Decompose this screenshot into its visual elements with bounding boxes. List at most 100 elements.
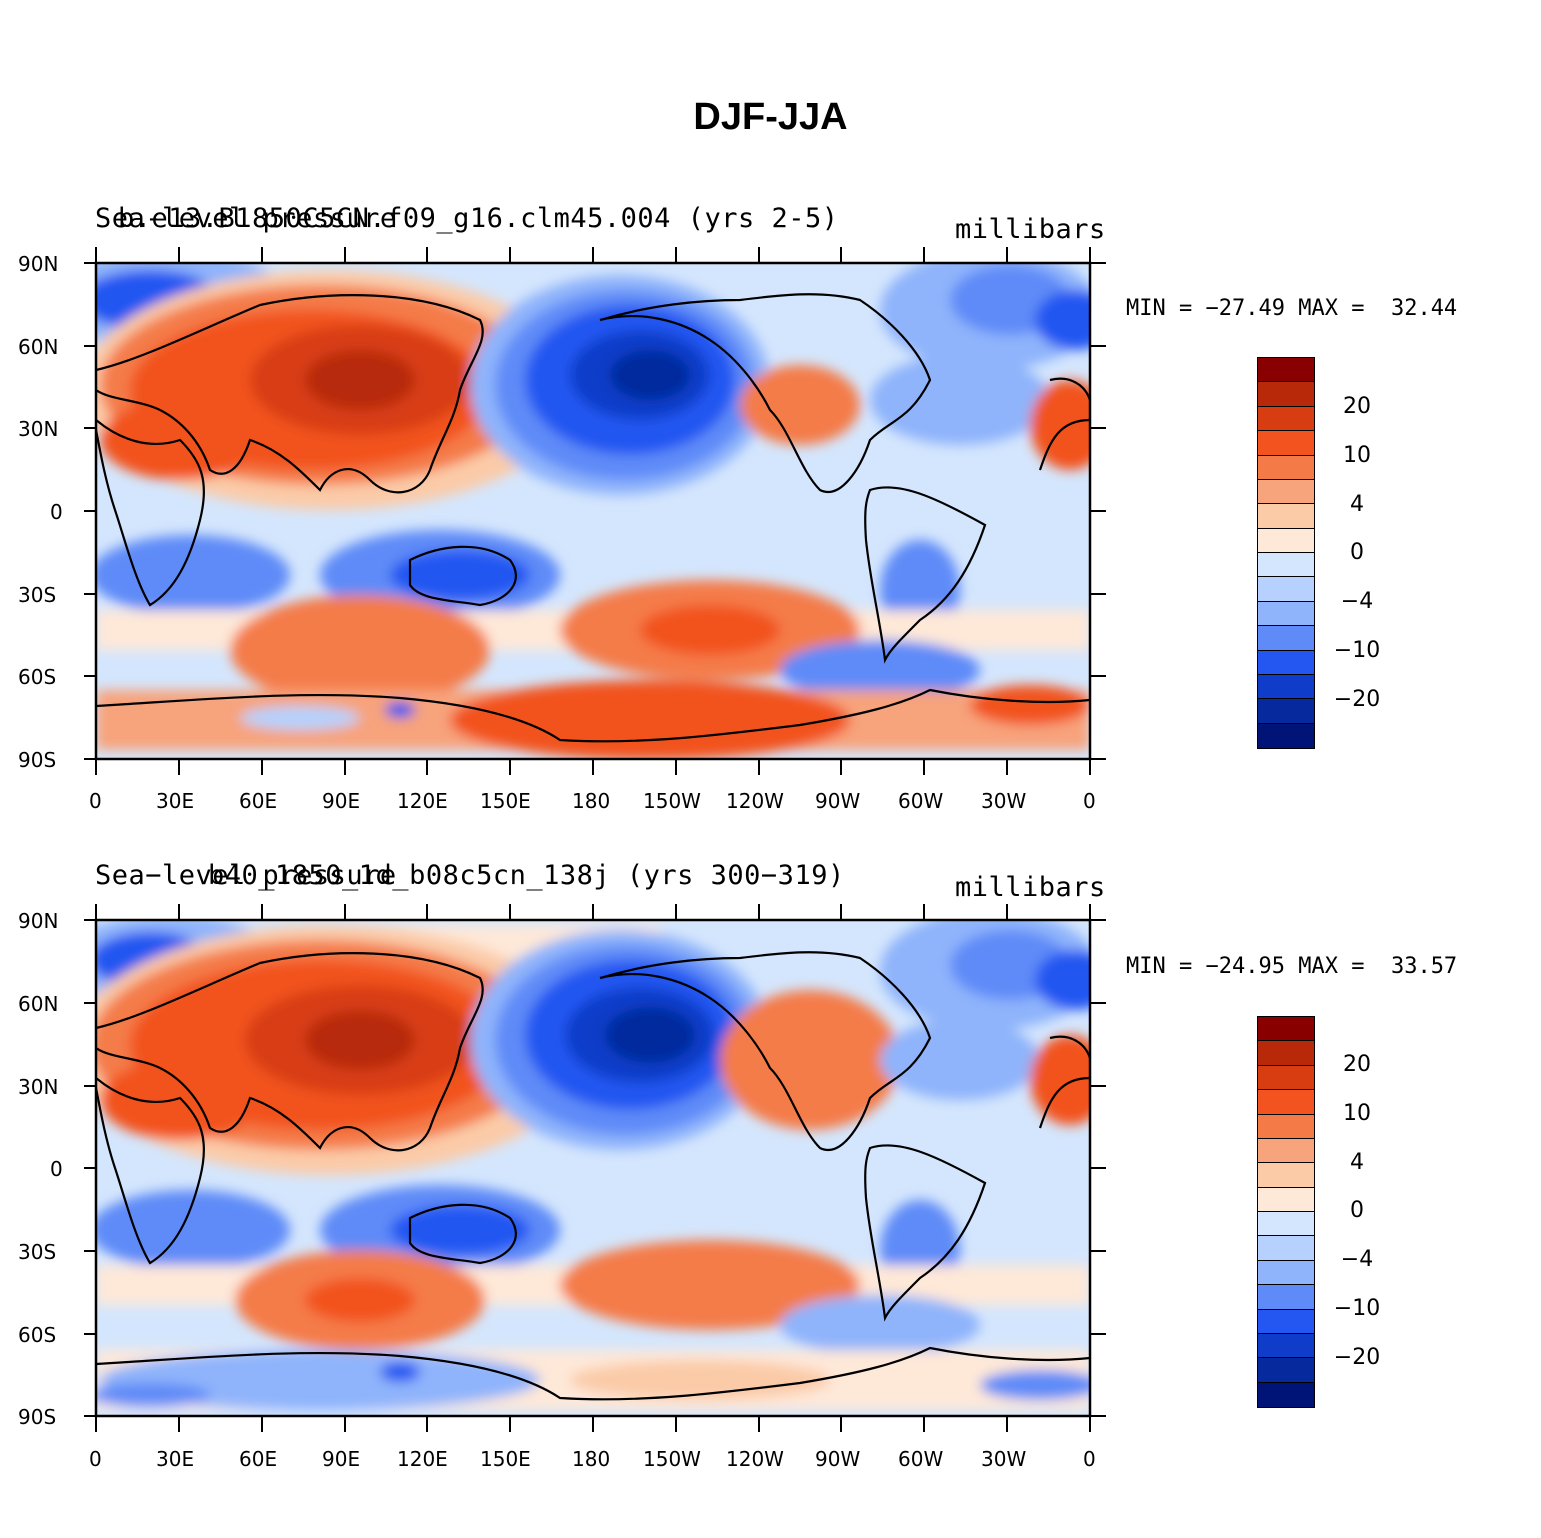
- colorbar-swatch: [1258, 479, 1314, 505]
- colorbar-swatch: [1258, 406, 1314, 432]
- units-label: millibars: [955, 872, 1106, 903]
- x-tick-label: 150W: [643, 789, 701, 813]
- left-title: Sea−level pressure: [95, 860, 397, 891]
- y-tick-label: 30N: [18, 1075, 59, 1099]
- colorbar-swatch: [1258, 1212, 1314, 1237]
- colorbar-label: −20: [1333, 687, 1381, 712]
- colorbar: [1257, 1016, 1315, 1408]
- colorbar-swatch: [1258, 358, 1314, 383]
- x-tick-label: 60W: [898, 789, 944, 813]
- colorbar-swatch: [1258, 553, 1314, 578]
- x-tick-label: 60E: [239, 1447, 278, 1471]
- colorbar-swatch: [1258, 455, 1314, 480]
- colorbar-swatch: [1258, 528, 1314, 553]
- pressure-contours: [96, 263, 1090, 759]
- x-tick-label: 0: [89, 1447, 102, 1471]
- colorbar-swatch: [1258, 1382, 1314, 1407]
- center-title: b.e13.B1850C5CN.f09_g16.clm45.004 (yrs 2…: [118, 203, 839, 234]
- x-tick-label: 0: [89, 789, 102, 813]
- y-tick-label: 90S: [18, 1405, 57, 1429]
- x-tick-label: 30E: [156, 1447, 195, 1471]
- max-label: MAX =: [1298, 296, 1365, 321]
- colorbar-swatch: [1258, 626, 1314, 651]
- axis-ticks: [84, 904, 1106, 1432]
- colorbar-swatch: [1258, 1065, 1314, 1091]
- y-tick-label: 60S: [18, 665, 57, 689]
- colorbar-swatch: [1258, 1163, 1314, 1188]
- x-tick-label: 150E: [480, 1447, 531, 1471]
- colorbar-swatch: [1258, 1285, 1314, 1310]
- left-title: Sea-level pressure: [95, 203, 397, 234]
- colorbar-swatch: [1258, 650, 1314, 675]
- y-tick-label: 0: [50, 500, 63, 524]
- colorbar-swatch: [1258, 1187, 1314, 1212]
- colorbar-swatch: [1258, 1260, 1314, 1286]
- x-tick-label: 90W: [815, 1447, 861, 1471]
- colorbar-swatch: [1258, 504, 1314, 529]
- colorbar-label: 10: [1343, 1101, 1371, 1126]
- min-label: MIN =: [1126, 296, 1193, 321]
- y-tick-label: 60N: [18, 335, 59, 359]
- min-max-readout: MIN = −24.95 MAX = 33.57: [1126, 954, 1457, 979]
- colorbar-label: −4: [1340, 1247, 1374, 1272]
- min-value: −27.49: [1205, 296, 1285, 321]
- colorbar-label: −20: [1333, 1345, 1381, 1370]
- x-tick-label: 90E: [322, 789, 361, 813]
- x-tick-label: 0: [1083, 789, 1096, 813]
- x-tick-label: 120W: [726, 789, 784, 813]
- colorbar-swatch: [1258, 1138, 1314, 1164]
- x-tick-label: 60E: [239, 789, 278, 813]
- x-tick-label: 90E: [322, 1447, 361, 1471]
- colorbar-label: 10: [1343, 443, 1371, 468]
- colorbar: [1257, 357, 1315, 749]
- y-tick-label: 30S: [18, 1240, 57, 1264]
- colorbar-swatch: [1258, 1090, 1314, 1115]
- max-value: 33.57: [1390, 954, 1458, 979]
- pressure-contours: [96, 920, 1090, 1416]
- x-tick-label: 30E: [156, 789, 195, 813]
- colorbar-swatch: [1258, 431, 1314, 456]
- colorbar-swatch: [1258, 577, 1314, 602]
- colorbar-label: 0: [1350, 540, 1364, 565]
- colorbar-swatch: [1258, 601, 1314, 627]
- x-tick-label: 150E: [480, 789, 531, 813]
- coastlines: [96, 293, 1090, 743]
- y-tick-label: 30S: [18, 583, 57, 607]
- x-tick-label: 180: [572, 1447, 611, 1471]
- colorbar-swatch: [1258, 723, 1314, 748]
- x-tick-label: 120E: [397, 1447, 448, 1471]
- center-title: b40_1850_1d_b08c5cn_138j (yrs 300−319): [208, 860, 845, 891]
- min-value: −24.95: [1205, 954, 1285, 979]
- colorbar-swatch: [1258, 1236, 1314, 1261]
- colorbar-swatch: [1258, 1309, 1314, 1334]
- x-tick-label: 0: [1083, 1447, 1096, 1471]
- x-tick-label: 120W: [726, 1447, 784, 1471]
- colorbar-swatch: [1258, 699, 1314, 724]
- max-label: MAX =: [1298, 954, 1365, 979]
- y-tick-label: 90N: [18, 252, 59, 276]
- x-tick-label: 180: [572, 789, 611, 813]
- colorbar-swatch: [1258, 674, 1314, 700]
- colorbar-label: 20: [1343, 1052, 1371, 1077]
- colorbar-label: 20: [1343, 394, 1371, 419]
- x-tick-label: 30W: [981, 1447, 1027, 1471]
- y-tick-label: 30N: [18, 417, 59, 441]
- colorbar-label: −10: [1333, 1296, 1381, 1321]
- colorbar-swatch: [1258, 1358, 1314, 1383]
- colorbar-swatch: [1258, 1041, 1314, 1066]
- coastlines: [96, 951, 1090, 1401]
- colorbar-label: 0: [1350, 1198, 1364, 1223]
- axis-ticks: [84, 247, 1106, 775]
- y-tick-label: 60N: [18, 992, 59, 1016]
- x-tick-label: 120E: [397, 789, 448, 813]
- min-label: MIN =: [1126, 954, 1193, 979]
- x-tick-label: 150W: [643, 1447, 701, 1471]
- y-tick-label: 0: [50, 1157, 63, 1181]
- colorbar-label: 4: [1350, 1150, 1364, 1175]
- min-max-readout: MIN = −27.49 MAX = 32.44: [1126, 296, 1457, 321]
- x-tick-label: 60W: [898, 1447, 944, 1471]
- colorbar-swatch: [1258, 1017, 1314, 1042]
- colorbar-label: −4: [1340, 589, 1374, 614]
- x-tick-label: 90W: [815, 789, 861, 813]
- colorbar-swatch: [1258, 1114, 1314, 1139]
